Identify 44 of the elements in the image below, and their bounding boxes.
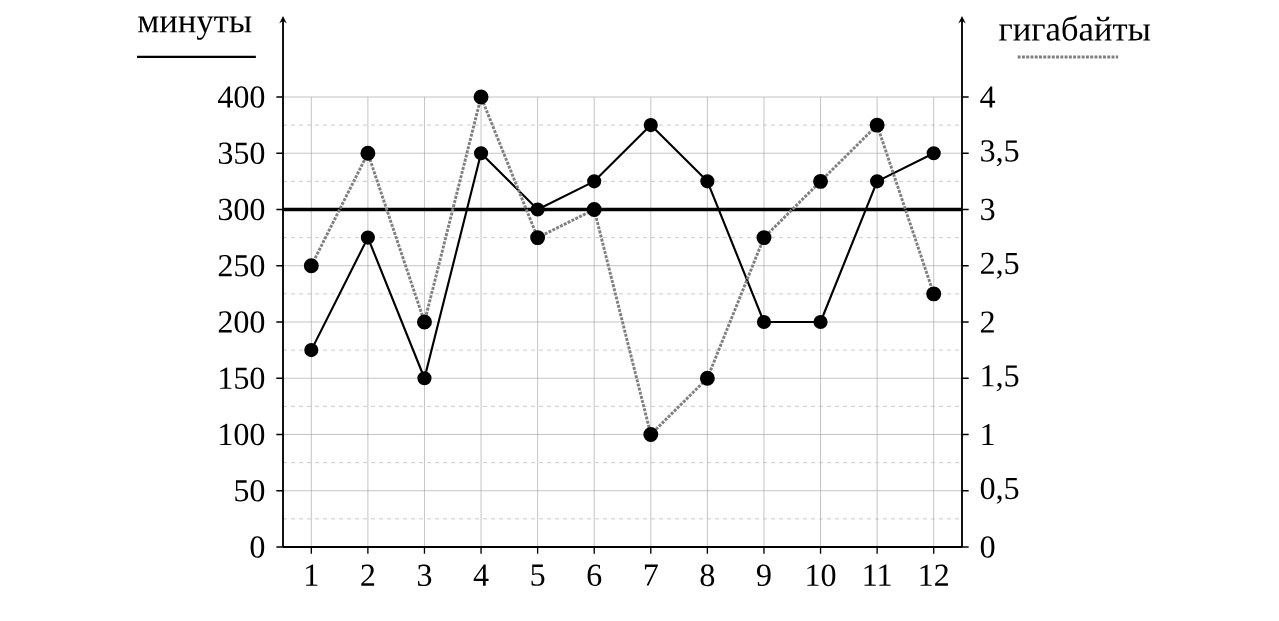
y2-tick-label: 1,5 bbox=[982, 365, 1019, 392]
x-tick-label: 1 bbox=[306, 564, 318, 586]
point bbox=[360, 230, 375, 245]
x-tick-label: 6 bbox=[587, 564, 602, 587]
x-tick-label: 4 bbox=[473, 564, 489, 586]
y-tick-label: 50 bbox=[235, 479, 265, 502]
point bbox=[643, 118, 658, 133]
x-tick-label: 3 bbox=[417, 564, 432, 587]
x-tick-label: 9 bbox=[756, 564, 771, 587]
y-tick-label: 400 bbox=[218, 86, 265, 108]
x-tick-label: 2 bbox=[361, 564, 375, 586]
point bbox=[587, 174, 602, 189]
point bbox=[926, 146, 941, 161]
y2-axis-title: гигабайты bbox=[999, 15, 1151, 41]
y2-tick-label: 1 bbox=[982, 423, 994, 446]
y2-tick-label: 0,5 bbox=[980, 477, 1019, 504]
point bbox=[473, 146, 489, 161]
y-axis-title: минуты bbox=[138, 16, 252, 40]
y-tick-label: 0 bbox=[250, 536, 265, 558]
y2-tick-label: 2,5 bbox=[981, 252, 1019, 279]
x-tick-label: 7 bbox=[644, 564, 658, 586]
y-tick-label: 350 bbox=[218, 142, 265, 165]
y2-tick-label: 4 bbox=[980, 86, 996, 108]
point bbox=[700, 174, 715, 189]
x-tick-label: 12 bbox=[920, 564, 948, 586]
y-tick-label: 300 bbox=[218, 198, 265, 221]
x-tick-label: 5 bbox=[531, 564, 545, 586]
y2-tick-label: 2 bbox=[981, 311, 994, 333]
y2-tick-label: 3,5 bbox=[981, 140, 1019, 167]
x-tick-label: 11 bbox=[864, 564, 891, 586]
y-tick-label: 100 bbox=[220, 423, 265, 446]
point bbox=[417, 371, 432, 386]
x-tick-label: 10 bbox=[807, 564, 836, 587]
point bbox=[813, 314, 828, 330]
point bbox=[756, 314, 772, 330]
y-tick-label: 200 bbox=[218, 311, 265, 333]
point bbox=[304, 343, 319, 358]
y-tick-label: 150 bbox=[220, 367, 265, 390]
y2-tick-label: 0 bbox=[980, 536, 995, 558]
point bbox=[530, 202, 545, 217]
point bbox=[870, 174, 885, 189]
x-tick-label: 8 bbox=[700, 564, 715, 587]
y2-tick-label: 3 bbox=[981, 198, 995, 221]
y-tick-label: 250 bbox=[218, 254, 265, 277]
